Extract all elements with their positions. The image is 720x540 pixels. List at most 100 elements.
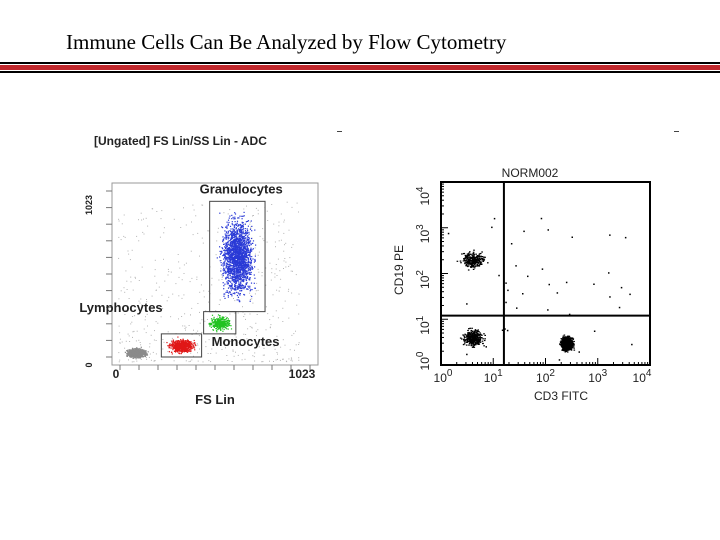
- lymphocyte-point: [173, 343, 175, 345]
- fs-ss-debris-point: [134, 276, 136, 278]
- fs-ss-debris-point: [119, 338, 121, 340]
- granulocyte-point: [238, 254, 240, 256]
- granulocyte-point: [226, 245, 228, 247]
- granulocyte-point: [233, 228, 235, 230]
- lymphocyte-point: [182, 340, 184, 342]
- granulocyte-point: [238, 257, 240, 260]
- monocyte-point: [227, 324, 229, 326]
- cd3-cd19-point: [470, 332, 472, 334]
- granulocyte-point: [247, 257, 249, 259]
- granulocyte-point: [228, 267, 230, 269]
- granulocyte-point: [254, 258, 256, 261]
- granulocyte-point: [239, 261, 242, 263]
- granulocyte-point: [242, 267, 245, 269]
- granulocyte-point: [244, 239, 246, 241]
- lymphocyte-point: [178, 352, 180, 354]
- granulocyte-point: [230, 251, 232, 253]
- granulocyte-point: [249, 269, 251, 272]
- granulocyte-point: [239, 274, 241, 276]
- granulocyte-point: [245, 270, 247, 272]
- lymphocyte-point: [193, 343, 195, 345]
- granulocyte-point: [249, 241, 251, 243]
- granulocyte-point: [239, 241, 242, 243]
- fs-ss-debris-point: [293, 333, 295, 335]
- granulocyte-point: [234, 251, 237, 253]
- fs-ss-debris-point: [242, 306, 243, 308]
- granulocyte-point: [239, 245, 241, 247]
- granulocyte-point: [231, 265, 233, 267]
- fs-ss-debris-point: [181, 297, 183, 299]
- granulocyte-point: [243, 243, 245, 245]
- cd3-cd19-point: [463, 258, 466, 260]
- fs-ss-debris-point: [240, 344, 242, 346]
- granulocyte-point: [233, 253, 235, 255]
- fs-ss-debris-point: [242, 353, 244, 355]
- fs-ss-debris-point: [278, 240, 280, 242]
- cd3-cd19-point: [477, 256, 480, 258]
- fs-ss-debris-point: [140, 355, 142, 357]
- granulocyte-point: [239, 256, 242, 258]
- granulocyte-point: [227, 231, 229, 233]
- fs-ss-debris-point: [131, 249, 133, 251]
- fs-ss-debris-point: [283, 260, 285, 262]
- cd3-cd19-point: [465, 260, 468, 262]
- monocyte-point: [217, 321, 219, 323]
- lymphocyte-point: [171, 353, 173, 355]
- fs-ss-debris-point: [139, 355, 141, 357]
- granulocyte-point: [237, 230, 239, 232]
- granulocyte-point: [225, 278, 227, 280]
- granulocyte-point: [241, 234, 243, 236]
- cd3-cd19-point: [474, 330, 477, 332]
- monocyte-point: [222, 322, 224, 325]
- lymphocyte-point: [181, 341, 184, 343]
- cd3-cd19-point: [468, 344, 470, 346]
- granulocyte-point: [224, 233, 226, 235]
- cd3-cd19-point: [482, 338, 484, 340]
- granulocyte-point: [237, 288, 239, 290]
- fs-ss-debris-point: [140, 352, 142, 354]
- granulocyte-point: [228, 248, 230, 250]
- fs-ss-debris-point: [232, 289, 234, 290]
- fs-ss-debris-point: [132, 349, 134, 351]
- cd3-cd19-point: [469, 260, 471, 262]
- title-rule-red: [0, 65, 720, 70]
- fs-ss-debris-point: [141, 219, 143, 221]
- fs-ss-debris-point: [261, 361, 263, 363]
- granulocyte-point: [219, 253, 222, 255]
- cd3-cd19-point: [484, 334, 486, 336]
- monocyte-point: [211, 314, 214, 316]
- granulocyte-point: [227, 258, 229, 260]
- fs-ss-debris-point: [118, 352, 120, 354]
- granulocyte-point: [233, 275, 235, 277]
- granulocyte-point: [228, 273, 230, 275]
- fs-ss-debris-point: [271, 272, 273, 274]
- granulocyte-point: [239, 242, 241, 244]
- granulocyte-point: [235, 242, 237, 244]
- granulocyte-point: [244, 237, 246, 239]
- monocyte-point: [217, 329, 219, 331]
- granulocyte-point: [223, 258, 225, 260]
- slide-title: Immune Cells Can Be Analyzed by Flow Cyt…: [66, 30, 507, 54]
- cd3-cd19-point: [477, 265, 480, 267]
- granulocyte-point: [229, 268, 231, 270]
- granulocyte-point: [245, 266, 247, 268]
- lymphocyte-point: [183, 348, 185, 350]
- granulocyte-point: [235, 243, 237, 246]
- granulocyte-point: [230, 293, 232, 295]
- granulocyte-point: [234, 232, 236, 234]
- fs-ss-debris-point: [163, 341, 165, 343]
- cd3-cd19-point: [476, 334, 478, 336]
- fs-ss-debris-point: [215, 254, 217, 256]
- lymphocyte-point: [179, 347, 181, 349]
- fs-ss-debris-point: [255, 330, 257, 332]
- granulocyte-point: [238, 266, 240, 268]
- granulocyte-point: [243, 293, 245, 296]
- granulocyte-point: [235, 240, 237, 243]
- cd3-cd19-point: [478, 336, 480, 338]
- granulocyte-point: [229, 240, 232, 242]
- granulocyte-point: [236, 267, 238, 269]
- granulocyte-point: [239, 223, 241, 226]
- granulocyte-point: [243, 255, 245, 257]
- granulocyte-point: [226, 290, 228, 292]
- fs-ss-debris-point: [221, 276, 223, 278]
